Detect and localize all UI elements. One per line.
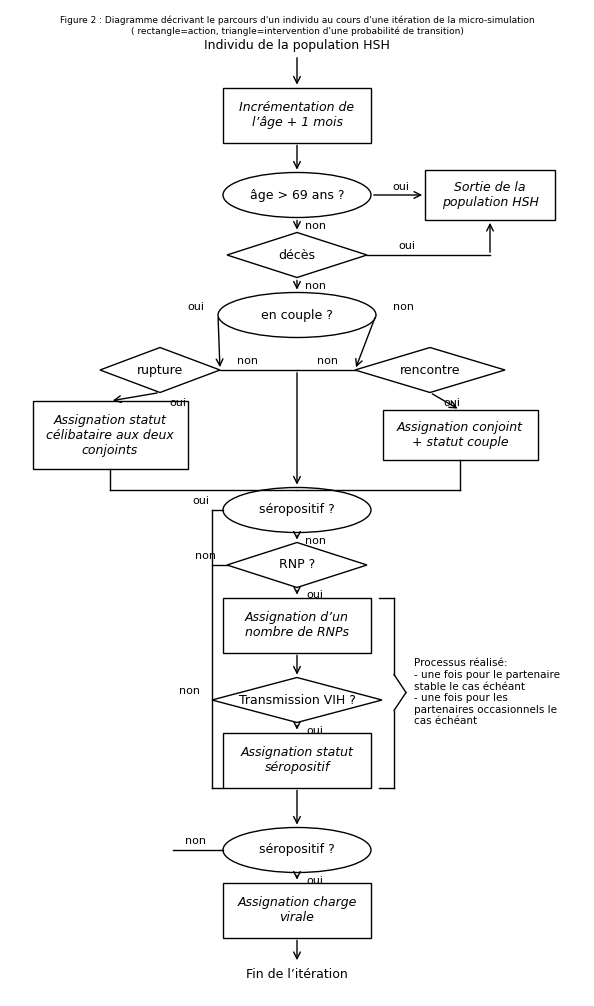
Text: Assignation statut
séropositif: Assignation statut séropositif bbox=[241, 746, 353, 774]
Text: oui: oui bbox=[169, 397, 187, 407]
Text: non: non bbox=[194, 551, 216, 561]
Text: Figure 2 : Diagramme décrivant le parcours d'un individu au cours d'une itératio: Figure 2 : Diagramme décrivant le parcou… bbox=[59, 15, 535, 35]
Text: RNP ?: RNP ? bbox=[279, 558, 315, 571]
Text: oui: oui bbox=[307, 875, 324, 885]
Text: Individu de la population HSH: Individu de la population HSH bbox=[204, 38, 390, 51]
FancyBboxPatch shape bbox=[33, 401, 188, 469]
FancyBboxPatch shape bbox=[383, 410, 538, 460]
Text: non: non bbox=[317, 356, 337, 366]
Text: non: non bbox=[393, 302, 415, 312]
Text: non: non bbox=[238, 356, 258, 366]
Polygon shape bbox=[100, 347, 220, 392]
Text: oui: oui bbox=[393, 182, 409, 192]
Text: oui: oui bbox=[307, 591, 324, 601]
Text: Fin de l’itération: Fin de l’itération bbox=[246, 969, 348, 982]
Text: séropositif ?: séropositif ? bbox=[259, 843, 335, 856]
Ellipse shape bbox=[223, 828, 371, 872]
Polygon shape bbox=[227, 232, 367, 278]
Text: oui: oui bbox=[399, 241, 415, 252]
Text: âge > 69 ans ?: âge > 69 ans ? bbox=[249, 188, 345, 201]
FancyBboxPatch shape bbox=[223, 88, 371, 143]
Text: oui: oui bbox=[192, 496, 210, 506]
Text: Transmission VIH ?: Transmission VIH ? bbox=[239, 693, 355, 706]
Text: Assignation charge
virale: Assignation charge virale bbox=[238, 896, 356, 924]
Text: oui: oui bbox=[444, 397, 460, 407]
Text: Incrémentation de
l’âge + 1 mois: Incrémentation de l’âge + 1 mois bbox=[239, 101, 355, 129]
Text: non: non bbox=[179, 686, 201, 696]
FancyBboxPatch shape bbox=[223, 882, 371, 938]
Polygon shape bbox=[212, 677, 382, 722]
Text: oui: oui bbox=[188, 302, 204, 312]
Text: décès: décès bbox=[279, 248, 315, 262]
Text: rupture: rupture bbox=[137, 363, 183, 376]
Ellipse shape bbox=[218, 293, 376, 337]
Ellipse shape bbox=[223, 172, 371, 217]
FancyBboxPatch shape bbox=[223, 732, 371, 788]
Text: Assignation statut
célibataire aux deux
conjoints: Assignation statut célibataire aux deux … bbox=[46, 413, 174, 457]
Text: Assignation conjoint
+ statut couple: Assignation conjoint + statut couple bbox=[397, 421, 523, 449]
Text: non: non bbox=[305, 220, 326, 230]
Text: non: non bbox=[185, 836, 206, 846]
Text: oui: oui bbox=[307, 725, 324, 735]
Text: non: non bbox=[305, 535, 326, 545]
Text: rencontre: rencontre bbox=[400, 363, 460, 376]
Ellipse shape bbox=[223, 488, 371, 532]
Text: en couple ?: en couple ? bbox=[261, 309, 333, 322]
FancyBboxPatch shape bbox=[425, 170, 555, 220]
Text: séropositif ?: séropositif ? bbox=[259, 503, 335, 516]
Text: non: non bbox=[305, 281, 326, 291]
Text: Processus réalisé:
- une fois pour le partenaire
stable le cas échéant
- une foi: Processus réalisé: - une fois pour le pa… bbox=[414, 659, 560, 726]
FancyBboxPatch shape bbox=[223, 598, 371, 653]
Polygon shape bbox=[355, 347, 505, 392]
Text: Sortie de la
population HSH: Sortie de la population HSH bbox=[441, 181, 538, 209]
Text: Assignation d’un
nombre de RNPs: Assignation d’un nombre de RNPs bbox=[245, 611, 349, 639]
Polygon shape bbox=[227, 542, 367, 588]
